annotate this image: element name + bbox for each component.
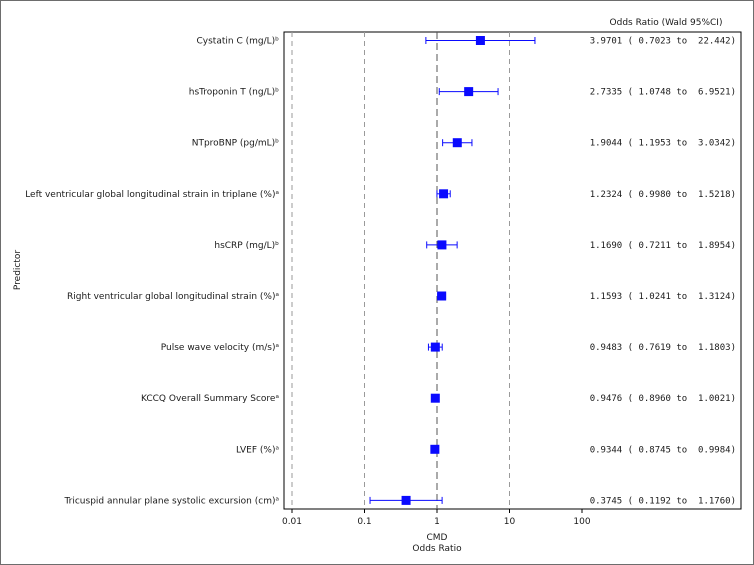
estimate-row [442, 138, 473, 148]
table-header: Odds Ratio (Wald 95%CI) [610, 18, 723, 28]
point-estimate [401, 495, 411, 505]
x-tick-label: 100 [573, 517, 590, 527]
ci-text: 0.9483 ( 0.7619 to 1.1803) [590, 343, 736, 353]
ci-text: 1.1690 ( 0.7211 to 1.8954) [590, 241, 736, 251]
point-estimate [464, 87, 474, 97]
ci-text: 0.3745 ( 0.1192 to 1.1760) [590, 496, 736, 506]
estimate-row [438, 87, 499, 97]
x-tick-label: 0.1 [357, 517, 371, 527]
point-estimate [437, 291, 447, 301]
ci-text: 1.9044 ( 1.1953 to 3.0342) [590, 139, 736, 149]
predictor-label: Tricuspid annular plane systolic excursi… [63, 496, 279, 506]
predictor-label: Cystatin C (mg/L)ᵇ [197, 37, 280, 47]
ci-text: 1.2324 ( 0.9980 to 1.5218) [590, 190, 736, 200]
point-estimate [439, 189, 449, 199]
predictor-label: NTproBNP (pg/mL)ᵇ [192, 139, 279, 149]
predictor-label: Left ventricular global longitudinal str… [25, 190, 279, 200]
predictor-label: hsTroponin T (ng/L)ᵇ [189, 88, 279, 98]
x-tick-label: 0.01 [282, 517, 302, 527]
predictor-label: hsCRP (mg/L)ᵇ [214, 241, 279, 251]
point-estimate [437, 240, 447, 250]
x-axis-subtitle: CMD [427, 533, 448, 543]
estimate-row [426, 240, 458, 250]
predictor-label: LVEF (%)ᵃ [236, 445, 279, 455]
predictor-label: KCCQ Overall Summary Scoreᵃ [141, 394, 279, 404]
estimate-row [437, 291, 447, 301]
point-estimate [430, 342, 440, 352]
x-axis-label: Odds Ratio [412, 544, 462, 554]
estimate-row [425, 36, 536, 45]
point-estimate [430, 393, 440, 403]
ci-text: 1.1593 ( 1.0241 to 1.3124) [590, 292, 736, 302]
point-estimate [475, 36, 485, 45]
point-estimate [430, 444, 440, 454]
point-estimate [452, 138, 462, 148]
ci-text: 0.9476 ( 0.8960 to 1.0021) [590, 394, 736, 404]
estimate-row [427, 342, 443, 352]
x-tick-label: 10 [504, 517, 516, 527]
ci-text: 2.7335 ( 1.0748 to 6.9521) [590, 88, 736, 98]
estimate-row [369, 495, 443, 505]
predictor-label: Pulse wave velocity (m/s)ᵃ [161, 343, 279, 353]
ci-text: 3.9701 ( 0.7023 to 22.442) [590, 37, 736, 47]
y-axis-label: Predictor [13, 250, 23, 291]
estimate-row [430, 444, 440, 454]
predictor-label: Right ventricular global longitudinal st… [67, 292, 279, 302]
estimate-row [436, 189, 451, 199]
plot-border [283, 31, 742, 510]
plot-area: 0.01 0.1 1 10 100 Cystatin C (mg/L)ᵇ 3.9701 ( … [25, 31, 742, 527]
estimate-row [430, 393, 440, 403]
ci-text: 0.9344 ( 0.8745 to 0.9984) [590, 445, 736, 455]
x-tick-label: 1 [434, 517, 440, 527]
